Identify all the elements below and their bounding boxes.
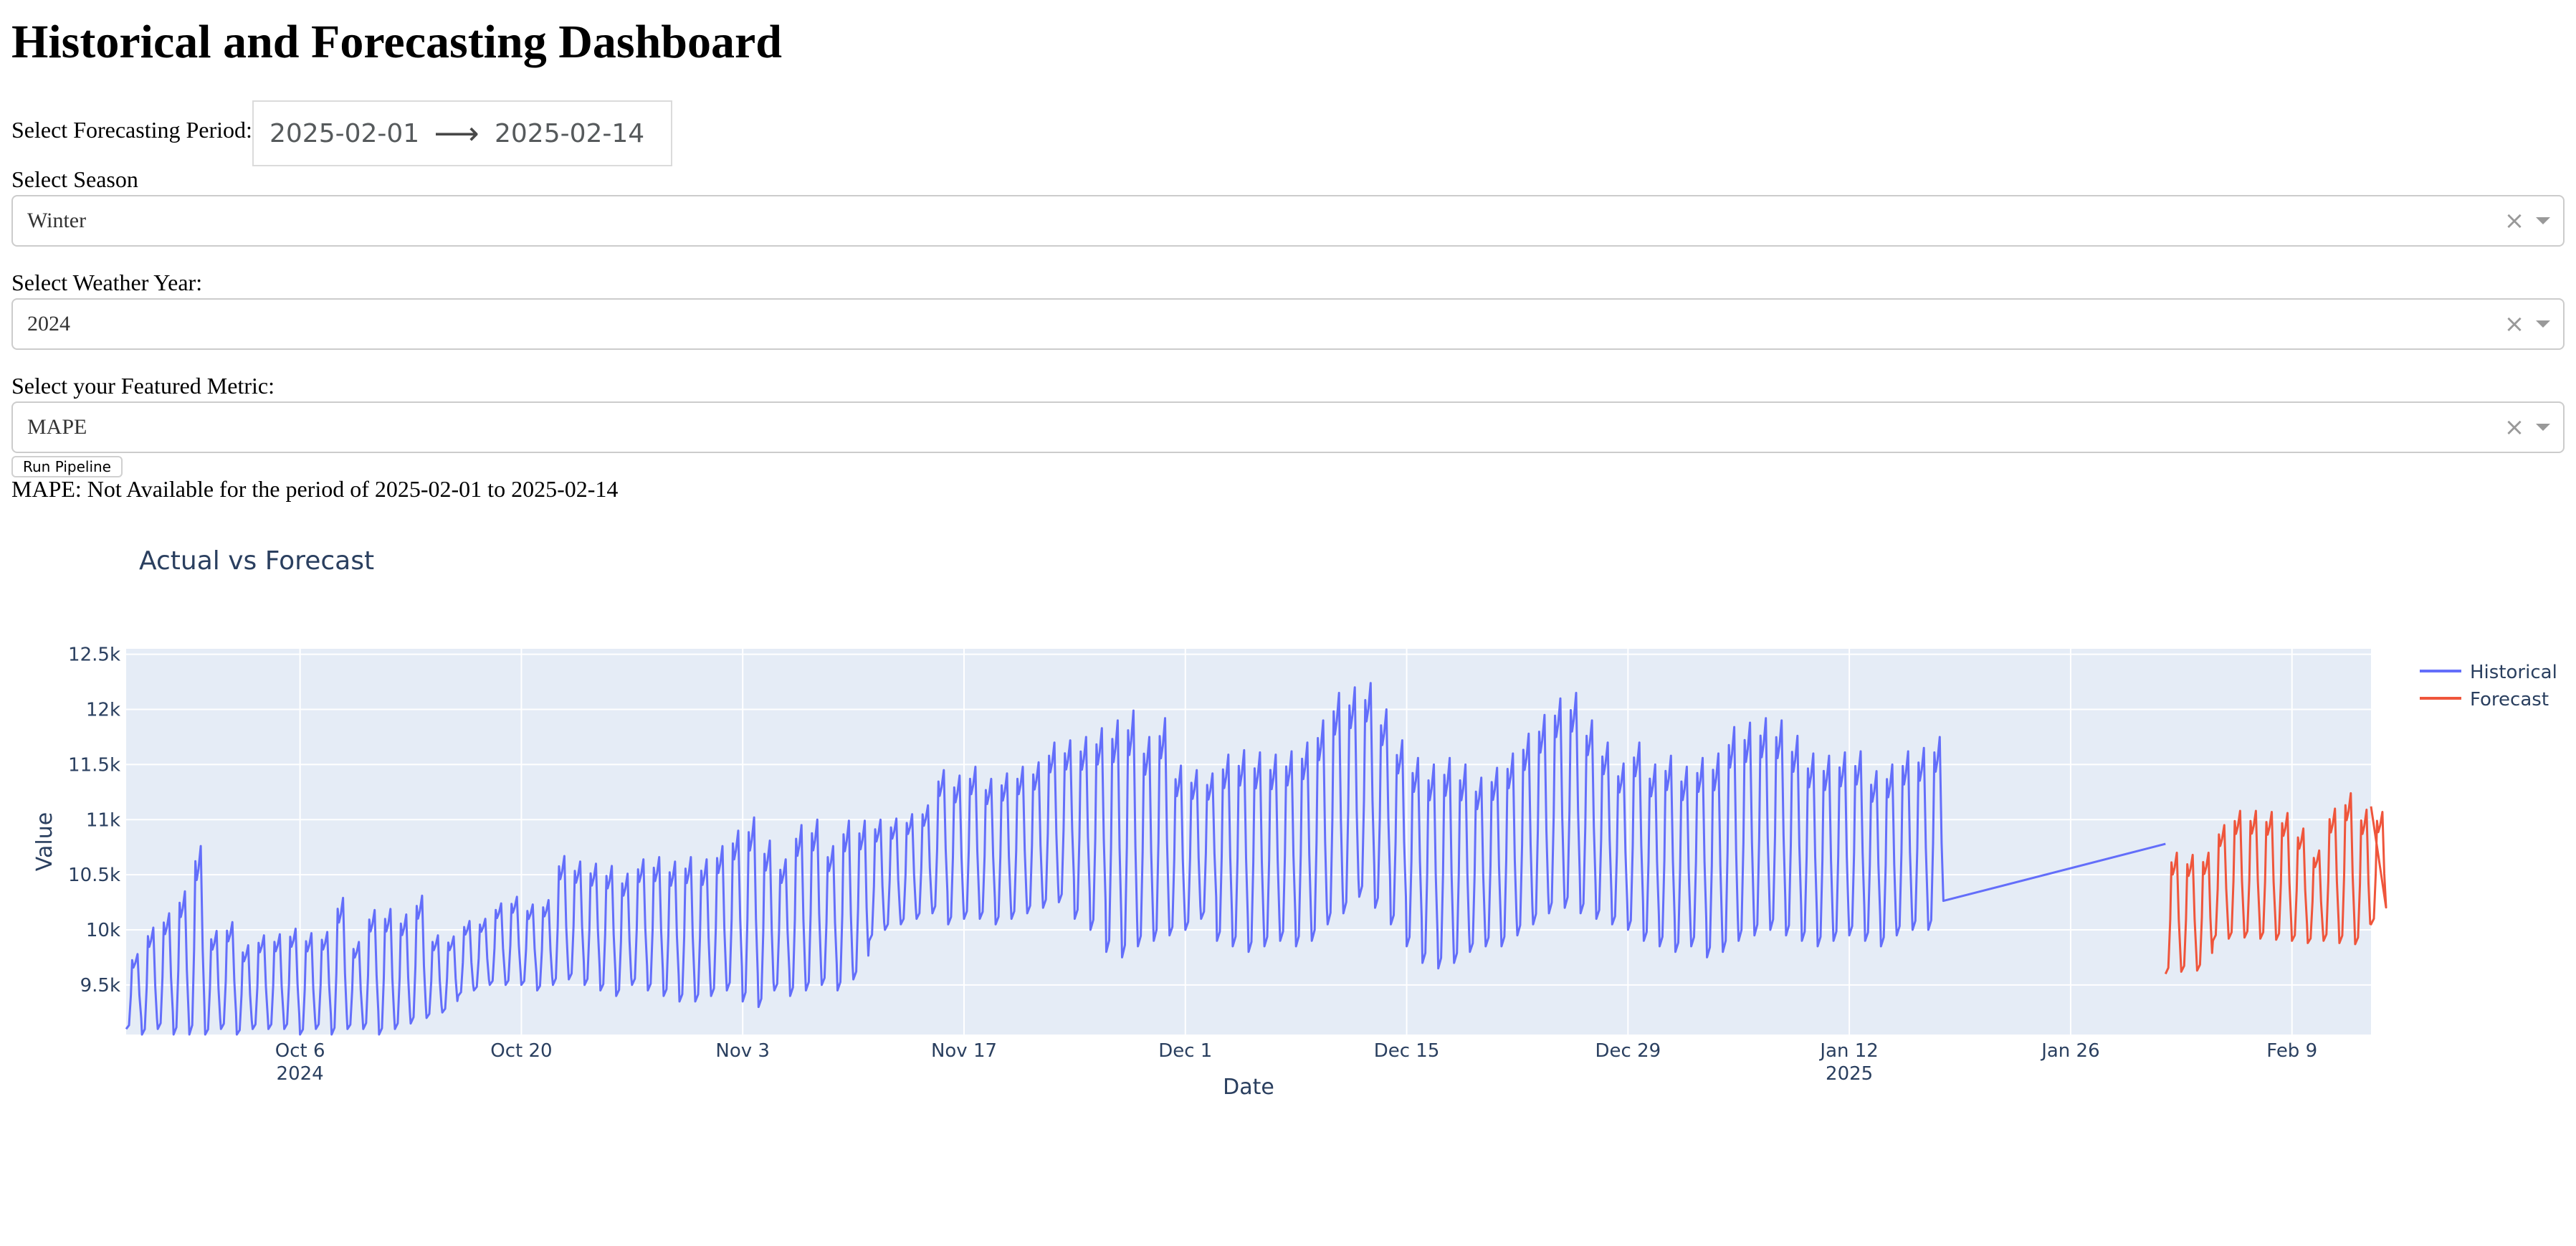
end-date-input[interactable]: 2025-02-14 [495, 118, 645, 148]
clear-icon[interactable]: × [2504, 310, 2525, 338]
page-title: Historical and Forecasting Dashboard [11, 16, 782, 68]
gridlines [126, 649, 2371, 1035]
season-selected-value: Winter [27, 209, 87, 232]
y-axis-label: Value [32, 812, 57, 871]
y-tick-label-3: 11k [86, 809, 120, 831]
y-tick-label-4: 11.5k [68, 754, 120, 776]
x-axis-label: Date [1223, 1075, 1274, 1100]
chevron-down-icon[interactable] [2536, 320, 2550, 328]
clear-icon[interactable]: × [2504, 413, 2525, 442]
y-tick-label-1: 10k [86, 920, 120, 941]
weather-year-label: Select Weather Year: [11, 270, 203, 295]
x-tick-label-7: Jan 12 [1818, 1040, 1878, 1062]
chevron-down-icon[interactable] [2536, 424, 2550, 431]
x-tick-label-9: Feb 9 [2266, 1040, 2317, 1062]
x-tick-year-7: 2025 [1826, 1063, 1873, 1085]
metric-status-text: MAPE: Not Available for the period of 20… [11, 476, 619, 502]
x-tick-label-6: Dec 29 [1595, 1040, 1661, 1062]
x-tick-label-2: Nov 3 [715, 1040, 770, 1062]
plot-area [126, 649, 2371, 1035]
y-tick-label-5: 12k [86, 700, 120, 721]
run-pipeline-button[interactable]: Run Pipeline [11, 456, 123, 477]
weather-year-dropdown[interactable]: 2024 × [11, 298, 2565, 350]
x-tick-label-1: Oct 20 [490, 1040, 552, 1062]
x-tick-label-8: Jan 26 [2040, 1040, 2099, 1062]
legend-label-historical: Historical [2470, 662, 2557, 683]
x-tick-label-0: Oct 6 [275, 1040, 325, 1062]
weather-year-selected-value: 2024 [27, 312, 70, 336]
legend-label-forecast: Forecast [2470, 689, 2549, 710]
clear-icon[interactable]: × [2504, 206, 2525, 235]
metric-label: Select your Featured Metric: [11, 373, 275, 399]
x-tick-year-0: 2024 [277, 1063, 324, 1085]
season-dropdown[interactable]: Winter × [11, 195, 2565, 247]
period-label: Select Forecasting Period: [11, 117, 252, 143]
season-label: Select Season [11, 166, 138, 192]
start-date-input[interactable]: 2025-02-01 [269, 118, 420, 148]
metric-selected-value: MAPE [27, 415, 87, 439]
series-lines [125, 682, 2387, 1036]
series-line-forecast [2164, 791, 2387, 975]
chevron-down-icon[interactable] [2536, 217, 2550, 224]
legend[interactable]: Historical Forecast [2420, 662, 2557, 710]
forecast-period-picker[interactable]: 2025-02-01 ⟶ 2025-02-14 [252, 100, 672, 166]
x-tick-label-3: Nov 17 [931, 1040, 997, 1062]
metric-dropdown[interactable]: MAPE × [11, 401, 2565, 453]
x-tick-label-5: Dec 15 [1374, 1040, 1440, 1062]
forecast-chart[interactable]: Actual vs Forecast 9.5k 10k 10.5k 11k 11.5k 1… [11, 516, 2565, 1133]
x-tick-label-4: Dec 1 [1158, 1040, 1212, 1062]
chart-title: Actual vs Forecast [139, 546, 374, 576]
y-axis-ticks: 9.5k 10k 10.5k 11k 11.5k 12k 12.5k [68, 645, 120, 997]
arrow-right-icon: ⟶ [434, 115, 480, 152]
y-tick-label-0: 9.5k [80, 975, 120, 997]
y-tick-label-2: 10.5k [68, 865, 120, 886]
y-tick-label-6: 12.5k [68, 645, 120, 666]
series-line-historical [125, 682, 2166, 1036]
